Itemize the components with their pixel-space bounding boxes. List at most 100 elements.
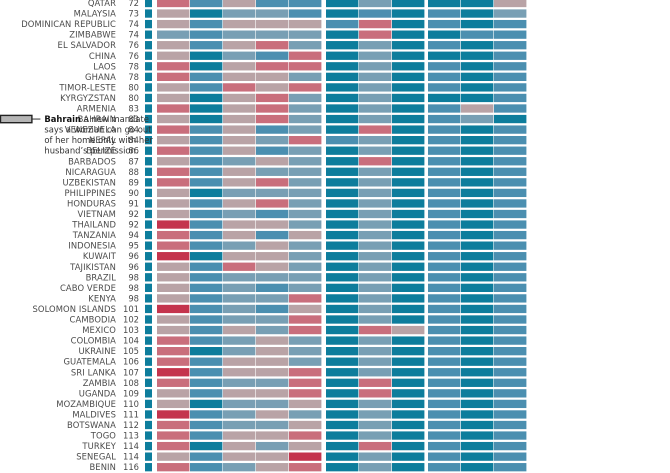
heatmap-cell bbox=[289, 62, 322, 71]
country-label: CHINA bbox=[89, 51, 116, 61]
heatmap-cell bbox=[326, 273, 359, 282]
heatmap-cell bbox=[326, 230, 359, 240]
rank-label: 98 bbox=[128, 272, 139, 282]
rank-label: 73 bbox=[128, 9, 139, 19]
heatmap-cell bbox=[256, 262, 289, 271]
heatmap-cell bbox=[428, 167, 461, 176]
heatmap-cell bbox=[157, 325, 190, 335]
rank-label: 116 bbox=[123, 462, 139, 472]
heatmap-cell bbox=[190, 41, 223, 50]
heatmap-cell bbox=[256, 188, 289, 198]
rank-label: 113 bbox=[123, 431, 139, 441]
heatmap-cell bbox=[223, 347, 256, 356]
heatmap-cell bbox=[359, 463, 392, 472]
heatmap-cell bbox=[256, 463, 289, 472]
heatmap-cell bbox=[256, 220, 289, 229]
row-marker bbox=[145, 273, 152, 282]
heatmap-cell bbox=[256, 368, 289, 377]
heatmap-cell bbox=[392, 431, 425, 440]
country-label: BARBADOS bbox=[68, 156, 116, 166]
heatmap-cell bbox=[392, 262, 425, 271]
heatmap-cell bbox=[428, 220, 461, 229]
heatmap-cell bbox=[494, 30, 527, 39]
heatmap-cell bbox=[494, 178, 527, 187]
heatmap-cell bbox=[256, 41, 289, 50]
row-marker bbox=[145, 19, 152, 29]
heatmap-cell bbox=[223, 125, 256, 134]
heatmap-cell bbox=[223, 389, 256, 398]
country-label: CABO VERDE bbox=[60, 283, 116, 293]
country-label: ZAMBIA bbox=[83, 378, 116, 388]
rank-label: 83 bbox=[128, 104, 139, 114]
heatmap-cell bbox=[223, 315, 256, 324]
country-label: NEPAL bbox=[89, 135, 116, 145]
heatmap-cell bbox=[289, 83, 322, 92]
heatmap-cell bbox=[461, 294, 494, 303]
heatmap-cell bbox=[392, 167, 425, 176]
heatmap-cell bbox=[428, 262, 461, 271]
heatmap-cell bbox=[157, 19, 190, 29]
heatmap-cell bbox=[289, 114, 322, 124]
heatmap-cell bbox=[428, 41, 461, 50]
heatmap-cell bbox=[289, 273, 322, 282]
heatmap-cell bbox=[392, 452, 425, 461]
heatmap-cell bbox=[326, 220, 359, 229]
heatmap-cell bbox=[494, 273, 527, 282]
heatmap-cell bbox=[289, 399, 322, 409]
country-label: MALDIVES bbox=[72, 409, 116, 419]
heatmap-cell bbox=[359, 188, 392, 198]
heatmap-cell bbox=[494, 62, 527, 71]
row-marker bbox=[145, 389, 152, 398]
heatmap-cell bbox=[157, 230, 190, 240]
row-marker bbox=[145, 72, 152, 81]
rank-label: 92 bbox=[128, 209, 139, 219]
heatmap-cell bbox=[289, 336, 322, 345]
heatmap-cell bbox=[461, 452, 494, 461]
heatmap-cell bbox=[223, 51, 256, 60]
rank-label: 105 bbox=[123, 346, 139, 356]
row-marker bbox=[145, 62, 152, 71]
heatmap-cell bbox=[428, 368, 461, 377]
heatmap-cell bbox=[157, 125, 190, 134]
heatmap-cell bbox=[157, 220, 190, 229]
heatmap-cell bbox=[326, 72, 359, 81]
country-label: ARMENIA bbox=[77, 104, 116, 114]
heatmap-cell bbox=[256, 252, 289, 261]
heatmap-cell bbox=[359, 167, 392, 176]
heatmap-cell bbox=[359, 220, 392, 229]
heatmap-cell bbox=[326, 441, 359, 451]
country-label: ZIMBABWE bbox=[69, 30, 116, 40]
heatmap-cell bbox=[494, 304, 527, 314]
rank-label: 72 bbox=[128, 0, 139, 8]
heatmap-cell bbox=[190, 283, 223, 292]
row-marker bbox=[145, 199, 152, 208]
heatmap-cell bbox=[461, 199, 494, 208]
rank-label: 111 bbox=[123, 409, 139, 419]
heatmap-cell bbox=[428, 136, 461, 145]
heatmap-cell bbox=[157, 241, 190, 250]
heatmap-cell bbox=[494, 72, 527, 81]
heatmap-cell bbox=[190, 188, 223, 198]
heatmap-cell bbox=[461, 420, 494, 430]
heatmap-cell bbox=[157, 72, 190, 81]
heatmap-cell bbox=[326, 157, 359, 166]
heatmap-cell bbox=[326, 41, 359, 50]
heatmap-cell bbox=[461, 378, 494, 387]
heatmap-cell bbox=[461, 83, 494, 92]
heatmap-cell bbox=[256, 273, 289, 282]
heatmap-cell bbox=[494, 51, 527, 60]
callout-text-line: Bahrain a new mandate bbox=[44, 114, 149, 124]
heatmap-cell bbox=[494, 125, 527, 134]
heatmap-cell bbox=[157, 420, 190, 430]
country-label: KUWAIT bbox=[83, 251, 117, 261]
heatmap-cell bbox=[256, 336, 289, 345]
callout-rest-text: of her home only with her bbox=[44, 135, 153, 145]
heatmap-cell bbox=[461, 230, 494, 240]
rank-label: 104 bbox=[123, 336, 139, 346]
rank-label: 108 bbox=[123, 378, 139, 388]
heatmap-cell bbox=[190, 420, 223, 430]
rank-label: 110 bbox=[123, 399, 139, 409]
heatmap-cell bbox=[223, 336, 256, 345]
heatmap-cell bbox=[256, 104, 289, 113]
heatmap-cell bbox=[428, 104, 461, 113]
